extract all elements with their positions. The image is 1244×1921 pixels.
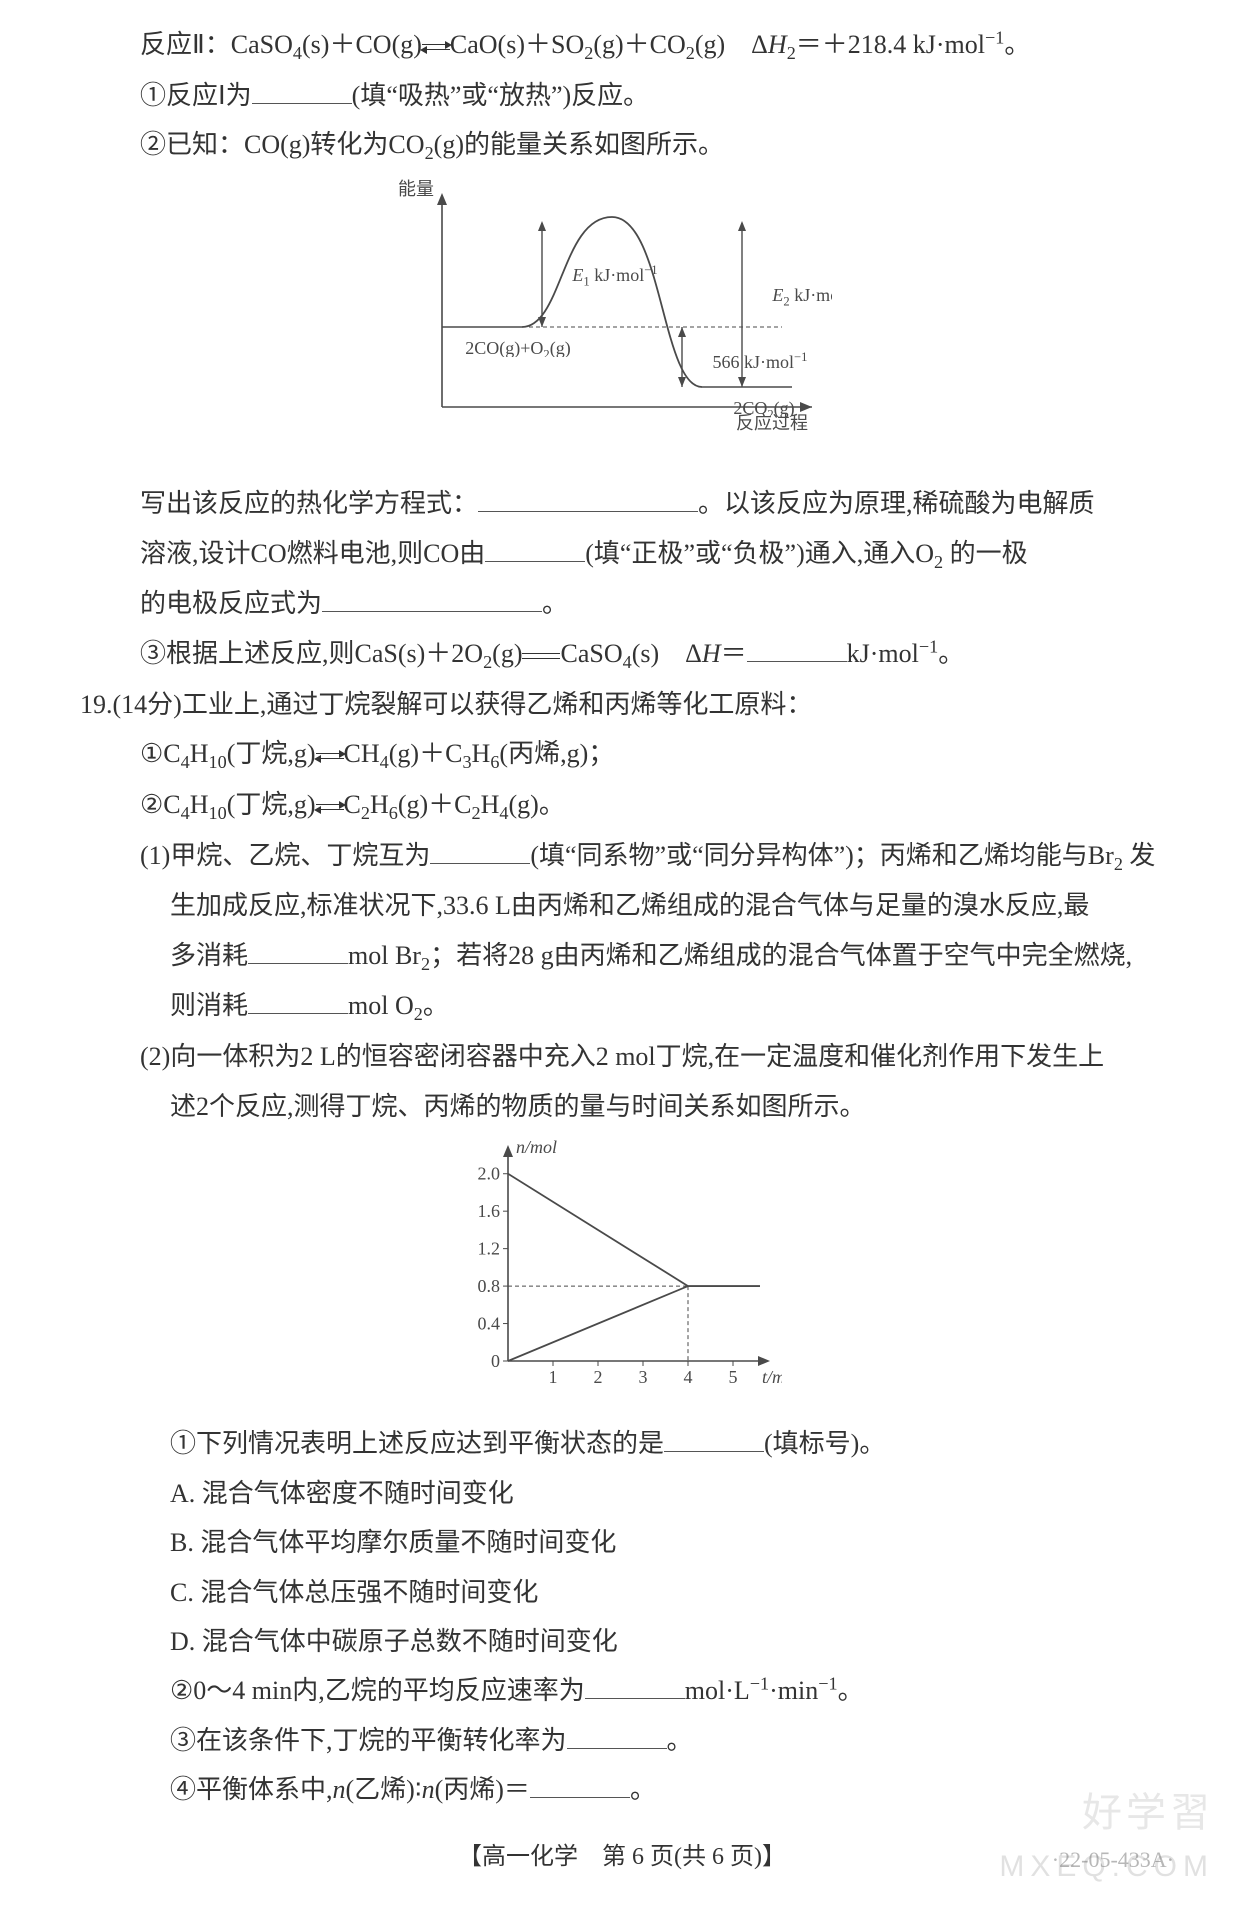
blank [567, 1719, 667, 1749]
svg-text:2.0: 2.0 [478, 1164, 501, 1184]
q19-part2-l2: 述2个反应,测得丁烷、丙烯的物质的量与时间关系如图所示。 [60, 1082, 1164, 1131]
blank [430, 834, 530, 864]
blank [664, 1423, 764, 1453]
svg-text:0: 0 [491, 1351, 500, 1371]
blank [252, 74, 352, 104]
thermo-eq-line2: 溶液,设计CO燃料电池,则CO由 (填“正极”或“负极”)通入,通入O2 的一极 [60, 529, 1164, 580]
q19-head: 19.(14分)工业上,通过丁烷裂解可以获得乙烯和丙烯等化工原料： [60, 680, 1164, 729]
sub1-line: ①反应Ⅰ为 (填“吸热”或“放热”)反应。 [60, 71, 1164, 120]
text: (1)甲烷、乙烷、丁烷互为 [140, 841, 430, 870]
energy-diagram: 能量反应过程E1 kJ·mol−1E2 kJ·mol−1566 kJ·mol−1… [60, 177, 1164, 473]
text: (填“同系物”或“同分异构体”)；丙烯和乙烯均能与Br2 发 [530, 841, 1155, 870]
q19-2-sub4: ④平衡体系中,n(乙烯)∶n(丙烯)＝ 。 [60, 1765, 1164, 1814]
q19-part1-l2: 生加成反应,标准状况下,33.6 L由丙烯和乙烯组成的混合气体与足量的溴水反应,… [60, 881, 1164, 930]
text: (填“吸热”或“放热”)反应。 [352, 81, 649, 110]
text: (填“正极”或“负极”)通入,通入O2 的一极 [585, 539, 1027, 568]
text: mol O2。 [348, 991, 449, 1020]
text: 写出该反应的热化学方程式： [140, 489, 478, 518]
q19-2-sub3: ③在该条件下,丁烷的平衡转化率为 。 [60, 1716, 1164, 1765]
kinetics-chart: 0.4 0.8 1.2 1.6 2.0 0 1 2 3 4 5 n/mol t/min [60, 1137, 1164, 1413]
text: ①下列情况表明上述反应达到平衡状态的是 [170, 1429, 664, 1458]
text: ②0～4 min内,乙烷的平均反应速率为 [170, 1676, 585, 1705]
text: 的电极反应式为 [140, 589, 322, 618]
q19-2-sub1: ①下列情况表明上述反应达到平衡状态的是 (填标号)。 [60, 1419, 1164, 1468]
footer-code: ·22-05-433A· [1052, 1839, 1174, 1881]
blank [485, 532, 585, 562]
svg-text:1.6: 1.6 [478, 1201, 501, 1221]
q19-2-sub2: ②0～4 min内,乙烷的平均反应速率为 mol·L−1·min−1。 [60, 1666, 1164, 1715]
svg-text:1: 1 [549, 1367, 558, 1387]
text: ①反应Ⅰ为 [140, 81, 252, 110]
text: kJ·mol−1。 [847, 639, 965, 668]
option-c: C. 混合气体总压强不随时间变化 [60, 1568, 1164, 1617]
text: 。 [630, 1775, 656, 1804]
q19-part1-l3: 多消耗 mol Br2；若将28 g由丙烯和乙烯组成的混合气体置于空气中完全燃烧, [60, 931, 1164, 982]
text: 溶液,设计CO燃料电池,则CO由 [140, 539, 485, 568]
reaction-2-line: 反应Ⅱ：CaSO4(s)＋CO(g)CaO(s)＋SO2(g)＋CO2(g) Δ… [60, 20, 1164, 71]
blank [248, 985, 348, 1015]
svg-text:0.4: 0.4 [478, 1314, 501, 1334]
sub3-line: ③根据上述反应,则CaS(s)＋2O2(g)CaSO4(s) ΔH＝ kJ·mol… [60, 629, 1164, 680]
svg-text:n/mol: n/mol [516, 1137, 557, 1157]
sub2-line: ②已知：CO(g)转化为CO2(g)的能量关系如图所示。 [60, 120, 1164, 171]
energy-diagram-svg: 能量反应过程E1 kJ·mol−1E2 kJ·mol−1566 kJ·mol−1… [392, 177, 832, 457]
svg-text:1.2: 1.2 [478, 1239, 501, 1259]
q19-eq2: ②C4H10(丁烷,g)C2H6(g)＋C2H4(g)。 [60, 780, 1164, 831]
svg-text:2: 2 [594, 1367, 603, 1387]
blank [747, 632, 847, 662]
option-b: B. 混合气体平均摩尔质量不随时间变化 [60, 1518, 1164, 1567]
text: ③根据上述反应,则CaS(s)＋2O2(g)CaSO4(s) ΔH＝ [140, 639, 747, 668]
text: ④平衡体系中,n(乙烯)∶n(丙烯)＝ [170, 1775, 530, 1804]
svg-text:4: 4 [684, 1367, 693, 1387]
text: 多消耗 [170, 941, 248, 970]
blank [530, 1769, 630, 1799]
text: ③在该条件下,丁烷的平衡转化率为 [170, 1726, 567, 1755]
svg-text:0.8: 0.8 [478, 1276, 501, 1296]
svg-text:3: 3 [639, 1367, 648, 1387]
text: 。以该反应为原理,稀硫酸为电解质 [698, 489, 1095, 518]
svg-text:能量: 能量 [398, 179, 434, 199]
kinetics-chart-svg: 0.4 0.8 1.2 1.6 2.0 0 1 2 3 4 5 n/mol t/min [442, 1137, 782, 1397]
text: 。 [542, 589, 568, 618]
option-d: D. 混合气体中碳原子总数不随时间变化 [60, 1617, 1164, 1666]
text: 。 [667, 1726, 693, 1755]
blank [585, 1670, 685, 1700]
thermo-eq-line1: 写出该反应的热化学方程式： 。以该反应为原理,稀硫酸为电解质 [60, 479, 1164, 528]
q19-part2-l1: (2)向一体积为2 L的恒容密闭容器中充入2 mol丁烷,在一定温度和催化剂作用… [60, 1032, 1164, 1081]
blank [248, 934, 348, 964]
text: mol Br2；若将28 g由丙烯和乙烯组成的混合气体置于空气中完全燃烧, [348, 941, 1132, 970]
svg-text:5: 5 [729, 1367, 738, 1387]
text: (填标号)。 [764, 1429, 885, 1458]
q19-eq1: ①C4H10(丁烷,g)CH4(g)＋C3H6(丙烯,g)； [60, 729, 1164, 780]
blank [322, 583, 542, 613]
text: 则消耗 [170, 991, 248, 1020]
option-a: A. 混合气体密度不随时间变化 [60, 1469, 1164, 1518]
text: mol·L−1·min−1。 [685, 1676, 864, 1705]
q19-part1-l1: (1)甲烷、乙烷、丁烷互为 (填“同系物”或“同分异构体”)；丙烯和乙烯均能与Br… [60, 831, 1164, 882]
svg-text:t/min: t/min [762, 1367, 782, 1387]
thermo-eq-line3: 的电极反应式为 。 [60, 579, 1164, 628]
q19-part1-l4: 则消耗 mol O2。 [60, 981, 1164, 1032]
exam-page: 反应Ⅱ：CaSO4(s)＋CO(g)CaO(s)＋SO2(g)＋CO2(g) Δ… [0, 0, 1244, 1921]
blank [478, 483, 698, 513]
